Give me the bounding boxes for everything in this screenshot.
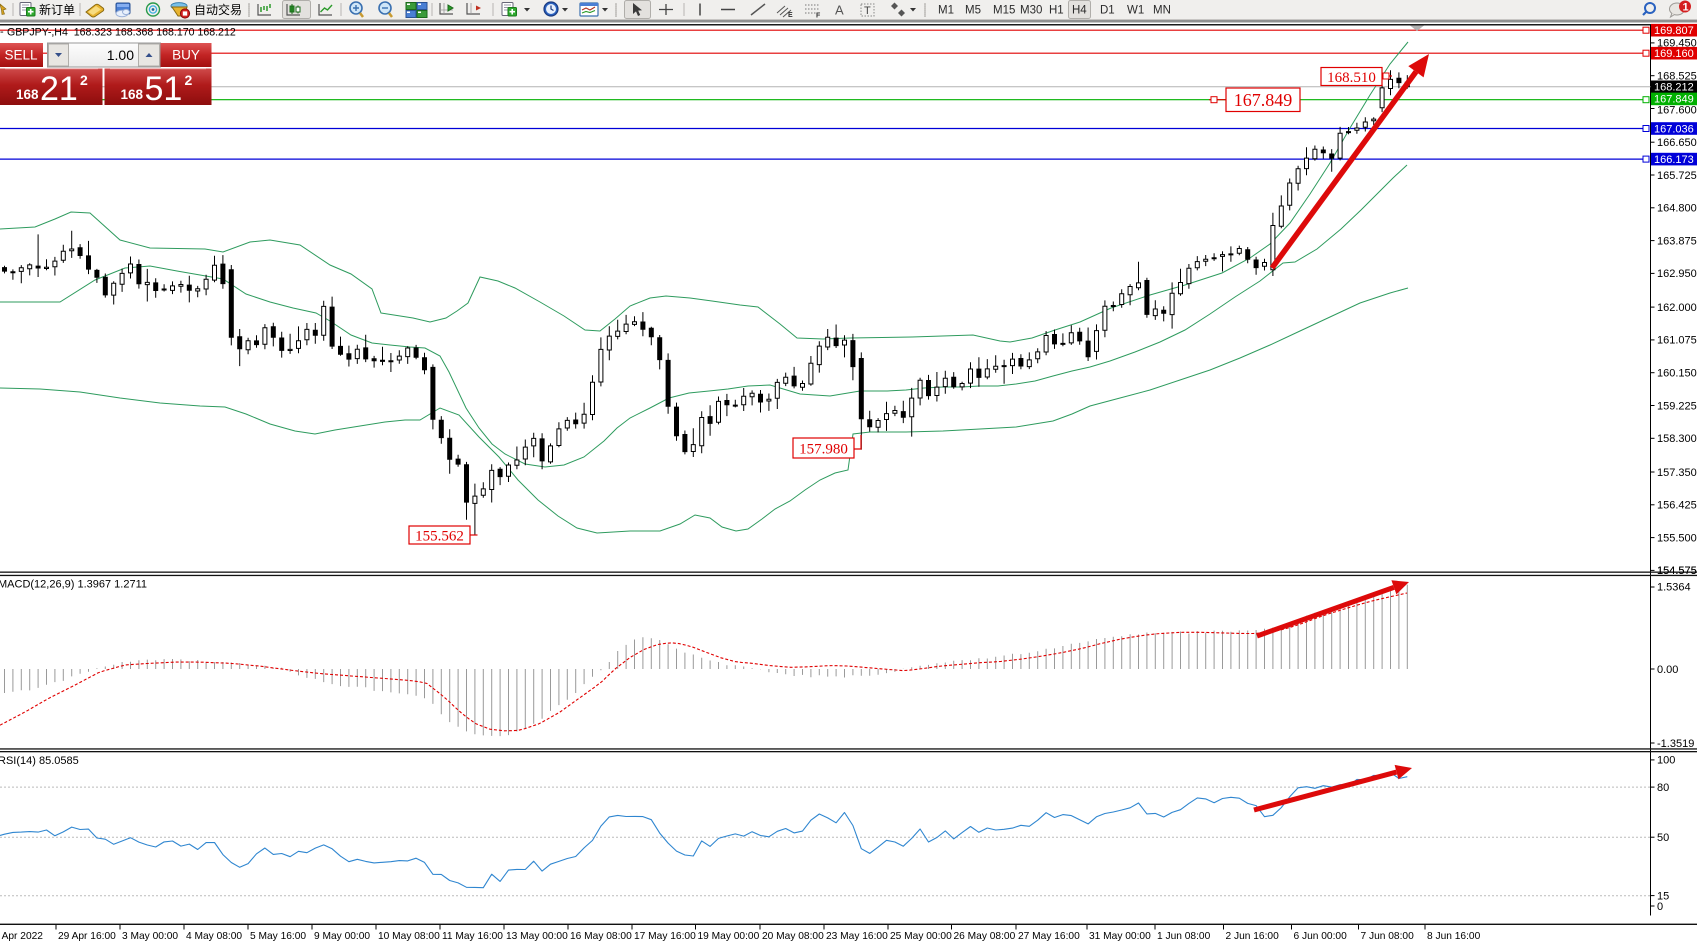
svg-text:-1.3519: -1.3519: [1657, 738, 1694, 750]
svg-text:23 May 16:00: 23 May 16:00: [826, 931, 888, 942]
svg-text:100: 100: [1657, 755, 1675, 767]
svg-text:SELL: SELL: [4, 48, 38, 63]
svg-text:160.150: 160.150: [1657, 368, 1697, 380]
svg-text:H1: H1: [1049, 5, 1064, 17]
svg-text:A: A: [835, 3, 844, 18]
svg-text:1: 1: [1683, 2, 1689, 14]
svg-text:169.160: 169.160: [1654, 48, 1694, 60]
svg-text:10 May 08:00: 10 May 08:00: [378, 931, 440, 942]
svg-text:13 May 00:00: 13 May 00:00: [506, 931, 568, 942]
svg-text:167.849: 167.849: [1234, 90, 1293, 110]
svg-text:159.225: 159.225: [1657, 400, 1697, 412]
svg-text:15: 15: [1657, 890, 1669, 902]
svg-text:4 May 08:00: 4 May 08:00: [186, 931, 242, 942]
svg-text:9 May 00:00: 9 May 00:00: [314, 931, 370, 942]
svg-text:168: 168: [121, 87, 144, 102]
svg-text:167.036: 167.036: [1654, 123, 1694, 135]
svg-text:21: 21: [40, 70, 78, 108]
svg-text:17 May 16:00: 17 May 16:00: [634, 931, 696, 942]
svg-text:167.600: 167.600: [1657, 105, 1697, 117]
svg-text:M15: M15: [993, 5, 1015, 17]
svg-text:8 Jun 16:00: 8 Jun 16:00: [1427, 931, 1481, 942]
svg-text:156.425: 156.425: [1657, 500, 1697, 512]
svg-text:163.875: 163.875: [1657, 235, 1697, 247]
svg-text:RSI(14) 85.0585: RSI(14) 85.0585: [0, 755, 79, 767]
svg-text:162.950: 162.950: [1657, 268, 1697, 280]
svg-text:W1: W1: [1127, 5, 1144, 17]
svg-text:1.5364: 1.5364: [1657, 582, 1691, 594]
svg-text:162.000: 162.000: [1657, 302, 1697, 314]
svg-text:157.350: 157.350: [1657, 467, 1697, 479]
svg-text:19 May 00:00: 19 May 00:00: [698, 931, 760, 942]
svg-text:5 May 16:00: 5 May 16:00: [250, 931, 306, 942]
svg-text:M5: M5: [965, 5, 981, 17]
svg-text:158.300: 158.300: [1657, 433, 1697, 445]
svg-text:0.00: 0.00: [1657, 664, 1678, 676]
svg-text:H4: H4: [1072, 5, 1087, 17]
svg-text:7 Jun 08:00: 7 Jun 08:00: [1361, 931, 1415, 942]
svg-text:29 Apr 16:00: 29 Apr 16:00: [58, 931, 116, 942]
svg-text:51: 51: [145, 70, 183, 108]
svg-text:MN: MN: [1153, 5, 1171, 17]
svg-text:157.980: 157.980: [799, 441, 848, 457]
svg-text:168.212: 168.212: [1654, 82, 1694, 94]
svg-text:T: T: [864, 5, 871, 17]
svg-text:168.525: 168.525: [1657, 71, 1697, 83]
svg-text:50: 50: [1657, 832, 1669, 844]
svg-text:D1: D1: [1100, 5, 1115, 17]
svg-text:80: 80: [1657, 782, 1669, 794]
svg-text:165.725: 165.725: [1657, 170, 1697, 182]
svg-text:2: 2: [185, 72, 193, 88]
svg-text:168.510: 168.510: [1327, 70, 1376, 86]
svg-text:166.173: 166.173: [1654, 154, 1694, 166]
svg-text:169.450: 169.450: [1657, 38, 1697, 50]
svg-text:31 May 00:00: 31 May 00:00: [1089, 931, 1151, 942]
svg-text:-: -: [0, 26, 4, 38]
svg-text:155.562: 155.562: [415, 528, 464, 544]
svg-text:E: E: [788, 12, 793, 19]
svg-text:155.500: 155.500: [1657, 532, 1697, 544]
svg-text:F: F: [816, 13, 821, 20]
svg-text:1.00: 1.00: [107, 47, 134, 63]
svg-text:自动交易: 自动交易: [194, 2, 242, 17]
svg-text:27 May 16:00: 27 May 16:00: [1018, 931, 1080, 942]
svg-text:MACD(12,26,9) 1.3967 1.2711: MACD(12,26,9) 1.3967 1.2711: [0, 579, 147, 591]
svg-text:新订单: 新订单: [39, 2, 75, 17]
svg-text:3 May 00:00: 3 May 00:00: [122, 931, 178, 942]
svg-text:154.575: 154.575: [1657, 565, 1697, 577]
svg-text:GBPJPY-,H4 168.323 168.368 16: GBPJPY-,H4 168.323 168.368 168.170 168.2…: [7, 27, 236, 39]
svg-text:168: 168: [16, 87, 39, 102]
svg-text:25 May 00:00: 25 May 00:00: [890, 931, 952, 942]
svg-text:20 May 08:00: 20 May 08:00: [762, 931, 824, 942]
svg-text:26 May 08:00: 26 May 08:00: [954, 931, 1016, 942]
svg-text:166.650: 166.650: [1657, 137, 1697, 149]
svg-text:16 May 08:00: 16 May 08:00: [570, 931, 632, 942]
svg-text:BUY: BUY: [172, 48, 200, 63]
svg-text:167.849: 167.849: [1654, 94, 1694, 106]
svg-text:M1: M1: [938, 5, 954, 17]
svg-text:M30: M30: [1020, 5, 1042, 17]
svg-text:169.807: 169.807: [1654, 25, 1694, 37]
svg-text:2: 2: [80, 72, 88, 88]
svg-text:0: 0: [1657, 901, 1663, 913]
svg-text:2 Jun 16:00: 2 Jun 16:00: [1226, 931, 1280, 942]
svg-text:154.575: 154.575: [1657, 565, 1697, 577]
svg-text:6 Jun 00:00: 6 Jun 00:00: [1294, 931, 1348, 942]
svg-text:164.800: 164.800: [1657, 203, 1697, 215]
svg-text:28 Apr 2022: 28 Apr 2022: [0, 931, 43, 942]
svg-text:161.075: 161.075: [1657, 335, 1697, 347]
svg-text:11 May 16:00: 11 May 16:00: [442, 931, 503, 942]
svg-text:1 Jun 08:00: 1 Jun 08:00: [1157, 931, 1211, 942]
